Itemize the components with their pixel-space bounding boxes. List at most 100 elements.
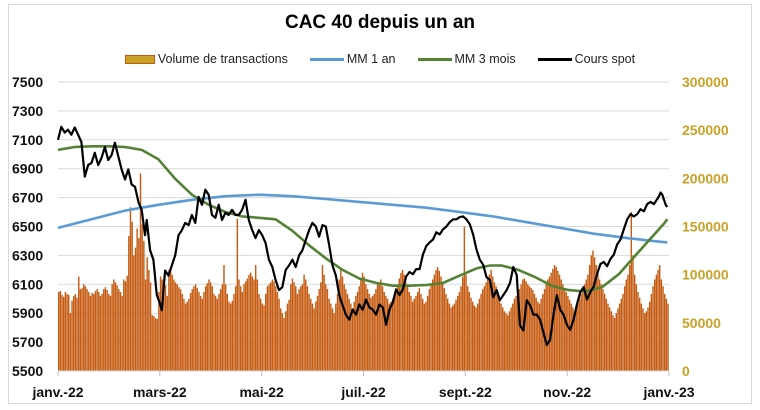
volume-bar bbox=[106, 290, 108, 371]
volume-bar bbox=[128, 236, 130, 371]
volume-bar bbox=[371, 295, 374, 371]
volume-bar bbox=[189, 292, 192, 371]
volume-bar bbox=[527, 284, 529, 371]
y-left-tick-label: 6100 bbox=[12, 276, 43, 292]
volume-bar bbox=[470, 297, 472, 371]
volume-bar bbox=[662, 286, 664, 371]
volume-bar bbox=[642, 308, 644, 371]
volume-bar bbox=[555, 266, 557, 371]
volume-bar bbox=[580, 293, 582, 371]
volume-bar bbox=[593, 257, 596, 371]
volume-bar bbox=[472, 301, 474, 371]
volume-bar bbox=[390, 301, 392, 371]
volume-bar bbox=[582, 289, 584, 371]
volume-bar bbox=[219, 289, 222, 371]
volume-bar bbox=[650, 293, 653, 371]
volume-bar bbox=[290, 284, 292, 371]
volume-bar bbox=[256, 279, 259, 371]
volume-bar bbox=[236, 218, 239, 371]
chart-title: CAC 40 depuis un an bbox=[284, 12, 476, 33]
volume-bar bbox=[340, 269, 342, 371]
volume-bar bbox=[376, 284, 379, 371]
volume-bar bbox=[176, 284, 178, 371]
volume-bar bbox=[91, 292, 93, 371]
volume-bar bbox=[341, 276, 344, 371]
volume-bar bbox=[261, 303, 264, 371]
volume-bar bbox=[401, 269, 404, 371]
volume-bar bbox=[421, 298, 424, 371]
volume-bar bbox=[540, 298, 542, 371]
volume-bar bbox=[657, 269, 659, 371]
volume-bar bbox=[300, 286, 302, 371]
volume-bar bbox=[114, 282, 117, 371]
volume-bar bbox=[228, 301, 230, 371]
volume-bar bbox=[333, 313, 335, 371]
volume-bar bbox=[173, 279, 175, 371]
volume-bar bbox=[548, 276, 551, 371]
volume-bar bbox=[109, 295, 112, 371]
volume-bar bbox=[598, 279, 601, 371]
volume-bar bbox=[393, 295, 395, 371]
volume-bar bbox=[116, 285, 118, 371]
volume-bar bbox=[618, 303, 621, 371]
volume-bar bbox=[513, 298, 516, 371]
volume-bar bbox=[365, 284, 367, 371]
volume-bar bbox=[645, 311, 648, 371]
volume-bar bbox=[63, 296, 65, 371]
volume-bar bbox=[450, 307, 452, 371]
volume-bar bbox=[64, 292, 67, 371]
volume-bar bbox=[410, 295, 412, 371]
volume-bar bbox=[293, 282, 295, 371]
volume-bar bbox=[231, 300, 234, 371]
volume-bar bbox=[533, 293, 536, 371]
volume-bar bbox=[610, 311, 612, 371]
volume-bar bbox=[430, 284, 432, 371]
x-tick-label: sept.-22 bbox=[439, 384, 492, 400]
volume-bar bbox=[335, 303, 337, 371]
y-left-tick-label: 7300 bbox=[12, 103, 43, 119]
volume-bar bbox=[301, 284, 304, 371]
volume-bar bbox=[360, 279, 362, 371]
legend-item-mm3mois: MM 3 mois bbox=[417, 52, 516, 66]
volume-bar bbox=[168, 269, 170, 371]
volume-bar bbox=[557, 270, 559, 371]
volume-bar bbox=[565, 292, 567, 371]
volume-bar bbox=[149, 282, 152, 371]
volume-bar bbox=[368, 293, 370, 371]
volume-bar bbox=[221, 284, 224, 371]
volume-bar bbox=[350, 303, 352, 371]
volume-bar bbox=[400, 272, 402, 371]
volume-bar bbox=[270, 282, 272, 371]
volume-bar bbox=[570, 303, 572, 371]
volume-bar bbox=[517, 293, 519, 371]
volume-bar bbox=[537, 301, 539, 371]
volume-bar bbox=[558, 274, 561, 371]
volume-bar bbox=[313, 308, 315, 371]
volume-bar bbox=[458, 292, 461, 371]
volume-bar bbox=[508, 311, 511, 371]
volume-bar bbox=[406, 286, 409, 371]
volume-bar bbox=[413, 298, 415, 371]
volume-bar bbox=[438, 270, 441, 371]
volume-bar bbox=[201, 298, 203, 371]
volume-bar bbox=[600, 284, 602, 371]
volume-bar bbox=[251, 276, 254, 371]
volume-bar bbox=[144, 279, 147, 371]
volume-bar bbox=[131, 221, 133, 371]
y-right-tick-label: 0 bbox=[682, 363, 690, 379]
volume-bar bbox=[602, 289, 604, 371]
legend-bar-swatch-icon bbox=[124, 54, 155, 64]
volume-bar bbox=[398, 278, 400, 371]
volume-bar bbox=[346, 293, 349, 371]
volume-bar bbox=[460, 286, 462, 371]
volume-bar bbox=[607, 303, 609, 371]
volume-bar bbox=[477, 303, 479, 371]
volume-bar bbox=[68, 294, 70, 371]
volume-bar bbox=[320, 282, 322, 371]
volume-bar bbox=[248, 274, 250, 371]
volume-bar bbox=[585, 279, 587, 371]
volume-bar bbox=[136, 228, 138, 371]
volume-bar bbox=[196, 288, 198, 371]
volume-bar bbox=[363, 276, 365, 371]
volume-bar bbox=[204, 286, 207, 371]
